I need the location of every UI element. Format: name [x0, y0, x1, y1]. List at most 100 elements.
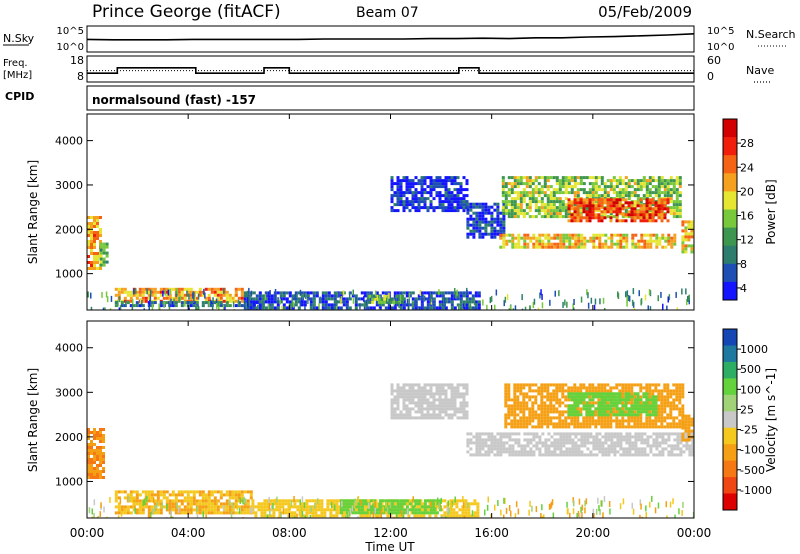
power-cell	[246, 294, 250, 298]
power-cell	[490, 229, 494, 233]
velocity-cell	[543, 383, 547, 387]
power-cell	[531, 182, 535, 186]
power-speckle	[195, 306, 197, 310]
power-cell	[585, 201, 589, 205]
velocity-cell	[565, 453, 569, 457]
power-cell	[501, 176, 505, 180]
power-cell	[604, 233, 608, 237]
velocity-cell	[413, 514, 417, 518]
velocity-cell	[132, 502, 136, 506]
velocity-cell	[645, 392, 649, 396]
velocity-cell	[511, 447, 515, 451]
power-cell	[423, 200, 427, 204]
power-cell	[147, 293, 151, 297]
velocity-cell	[606, 425, 610, 429]
power-cell	[582, 198, 586, 202]
velocity-cell	[117, 505, 121, 509]
power-cell	[630, 219, 634, 223]
power-cell	[684, 244, 688, 248]
power-cell	[399, 188, 403, 192]
power-cell	[543, 206, 547, 210]
power-cell	[643, 239, 647, 243]
power-cell	[447, 203, 451, 207]
power-cell	[600, 219, 604, 223]
velocity-cell	[426, 407, 430, 411]
power-cell	[504, 194, 508, 198]
power-cell	[658, 239, 662, 243]
power-cell	[234, 304, 238, 308]
velocity-cell	[685, 447, 689, 451]
velocity-cell	[314, 505, 318, 509]
velocity-cell	[646, 435, 650, 439]
power-cell	[669, 176, 673, 180]
power-cell	[621, 207, 625, 211]
velocity-cell	[625, 453, 629, 457]
velocity-cell	[441, 410, 445, 414]
power-cell	[484, 232, 488, 236]
velocity-cell	[432, 499, 436, 503]
power-cell	[420, 197, 424, 201]
velocity-cell	[646, 438, 650, 442]
noise-left-tick-top: 10^5	[57, 26, 84, 37]
power-cell	[279, 294, 283, 298]
power-speckle	[633, 308, 636, 310]
velocity-cell	[564, 425, 568, 429]
velocity-cell	[591, 416, 595, 420]
power-cell	[594, 188, 598, 192]
velocity-cell	[402, 404, 406, 408]
velocity-cell	[630, 416, 634, 420]
velocity-cell	[432, 413, 436, 417]
velocity-cell	[465, 401, 469, 405]
power-cell	[648, 179, 652, 183]
velocity-cell	[237, 499, 241, 503]
velocity-cell	[345, 505, 349, 509]
velocity-cell	[496, 441, 500, 445]
power-cell	[435, 294, 439, 298]
power-cell	[516, 206, 520, 210]
velocity-cell	[450, 416, 454, 420]
freq-right-tick-top: 60	[707, 54, 721, 67]
power-speckle	[376, 294, 379, 301]
power-cell	[456, 203, 460, 207]
power-cell	[405, 179, 409, 183]
power-cell	[573, 207, 577, 211]
power-cell	[585, 198, 589, 202]
power-speckle	[628, 295, 631, 302]
power-cell	[513, 179, 517, 183]
power-cell	[417, 197, 421, 201]
power-cell	[625, 233, 629, 237]
velocity-cell	[579, 398, 583, 402]
velocity-cell	[645, 413, 649, 417]
velocity-cell	[558, 410, 562, 414]
power-cell	[546, 215, 550, 219]
velocity-cell	[447, 401, 451, 405]
power-cell	[429, 194, 433, 198]
velocity-cell	[570, 407, 574, 411]
velocity-cell	[522, 416, 526, 420]
power-cell	[636, 197, 640, 201]
power-cell	[324, 294, 328, 298]
velocity-cell	[678, 422, 682, 426]
velocity-cell	[93, 470, 96, 473]
velocity-cell	[159, 502, 163, 506]
power-cell	[414, 188, 418, 192]
power-cell	[594, 194, 598, 198]
power-cell	[639, 204, 643, 208]
velocity-cell	[420, 398, 424, 402]
power-cell	[610, 233, 614, 237]
velocity-cell	[444, 395, 448, 399]
power-cell	[522, 176, 526, 180]
velocity-cell	[534, 395, 538, 399]
velocity-cell	[636, 383, 640, 387]
velocity-cell	[549, 383, 553, 387]
power-cell	[570, 188, 574, 192]
velocity-cell	[254, 505, 258, 509]
power-cell	[519, 197, 523, 201]
power-cell	[399, 182, 403, 186]
power-cell	[300, 303, 304, 307]
velocity-cell	[417, 395, 421, 399]
velocity-cell	[519, 422, 523, 426]
velocity-cell	[426, 413, 430, 417]
power-cell	[126, 290, 130, 294]
power-cell	[447, 188, 451, 192]
